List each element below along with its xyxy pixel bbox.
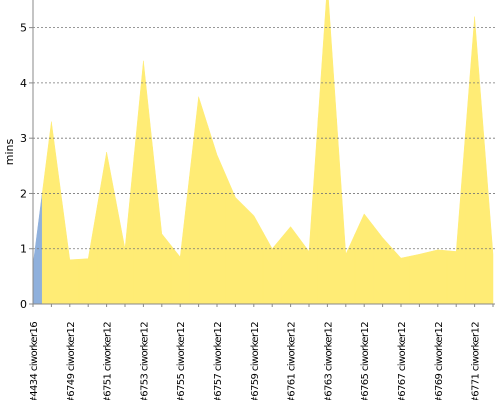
x-tick-label: #6757 ciworker12 — [213, 322, 224, 400]
plot-area — [33, 0, 494, 304]
area-segment — [115, 154, 135, 304]
y-tick-label: 0 — [20, 298, 27, 311]
area-segment — [354, 213, 374, 304]
y-tick-label: 5 — [20, 22, 27, 35]
y-tick-label: 2 — [20, 187, 27, 200]
area-segment — [60, 190, 80, 304]
x-tick-label: #6759 ciworker12 — [250, 322, 261, 400]
area-segment — [78, 205, 98, 304]
area-segment — [281, 226, 301, 304]
area-segment — [225, 175, 245, 304]
area-segment — [409, 251, 429, 304]
y-tick-label: 1 — [20, 243, 27, 256]
area-segment — [133, 60, 153, 304]
area-segment — [170, 176, 190, 304]
area-segment — [336, 118, 356, 304]
x-tick-label: #4434 ciworker16 — [29, 322, 40, 400]
x-tick-label: #6765 ciworker12 — [360, 322, 371, 400]
x-tick-label: #6763 ciworker12 — [323, 322, 334, 400]
area-segment — [391, 247, 411, 304]
area-segment — [465, 16, 485, 304]
x-tick-label: #6769 ciworker12 — [434, 322, 445, 400]
area-segment — [446, 134, 466, 304]
area-segment — [41, 121, 61, 304]
y-tick-label: 3 — [20, 132, 27, 145]
x-tick-label: #6753 ciworker12 — [139, 322, 150, 400]
x-tick-label: #6751 ciworker12 — [103, 322, 114, 400]
area-segment — [483, 135, 494, 304]
area-segment — [97, 151, 117, 304]
area-segment — [428, 249, 448, 304]
y-tick-label: 4 — [20, 77, 27, 90]
area-segment — [299, 117, 319, 304]
x-tick-label: #6761 ciworker12 — [287, 322, 298, 400]
area-segment — [244, 205, 264, 304]
x-tick-label: #6755 ciworker12 — [176, 322, 187, 400]
area-segment — [373, 225, 393, 304]
area-segment — [152, 147, 172, 304]
area-segment — [317, 0, 337, 304]
x-tick-label: #6749 ciworker12 — [66, 322, 77, 400]
area-segment — [207, 125, 227, 304]
x-tick-label: #6767 ciworker12 — [397, 322, 408, 400]
area-segment — [262, 231, 282, 304]
y-axis-label: mins — [3, 138, 16, 165]
x-tick-label: #6771 ciworker12 — [471, 322, 482, 400]
area-segment — [189, 96, 209, 304]
